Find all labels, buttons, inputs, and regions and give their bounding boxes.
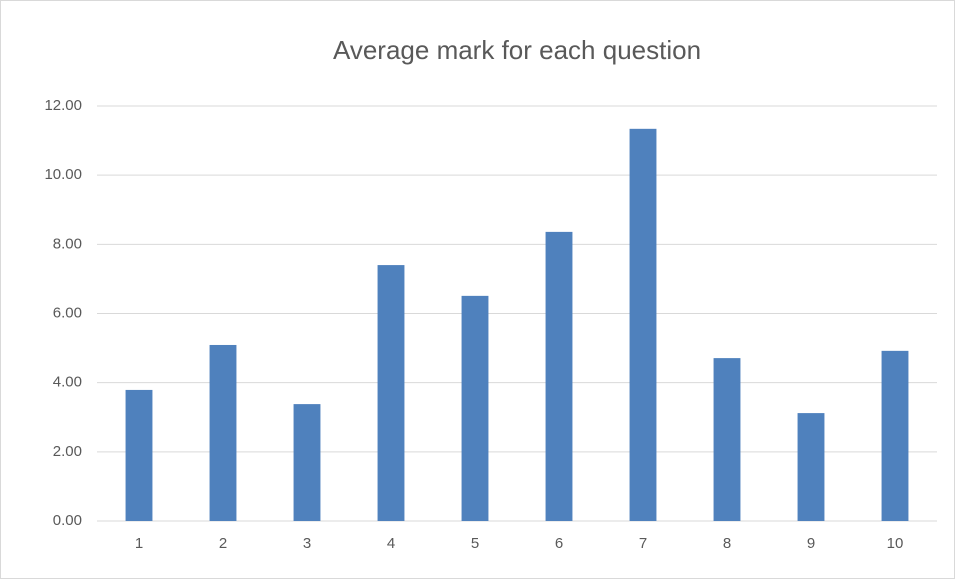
bar (881, 350, 909, 521)
y-tick-label: 6.00 (53, 304, 82, 321)
chart-title: Average mark for each question (333, 35, 701, 65)
bar (377, 265, 405, 521)
bar (125, 389, 153, 521)
x-tick-label: 1 (135, 535, 143, 552)
x-tick-label: 8 (723, 535, 731, 552)
y-tick-label: 10.00 (44, 166, 82, 183)
x-tick-label: 7 (639, 535, 647, 552)
bar (209, 344, 237, 521)
x-tick-label: 2 (219, 535, 227, 552)
y-tick-label: 8.00 (53, 235, 82, 252)
x-tick-label: 5 (471, 535, 479, 552)
bar (293, 404, 321, 521)
y-tick-label: 4.00 (53, 374, 82, 391)
x-tick-label: 4 (387, 535, 395, 552)
bar (545, 231, 573, 521)
bar (629, 128, 657, 521)
y-tick-label: 2.00 (53, 443, 82, 460)
x-tick-label: 10 (887, 535, 904, 552)
bar (713, 358, 741, 521)
y-tick-label: 12.00 (44, 97, 82, 114)
bar (797, 413, 825, 521)
bar (461, 295, 489, 521)
x-tick-label: 3 (303, 535, 311, 552)
x-tick-label: 9 (807, 535, 815, 552)
x-tick-label: 6 (555, 535, 563, 552)
y-tick-label: 0.00 (53, 512, 82, 529)
